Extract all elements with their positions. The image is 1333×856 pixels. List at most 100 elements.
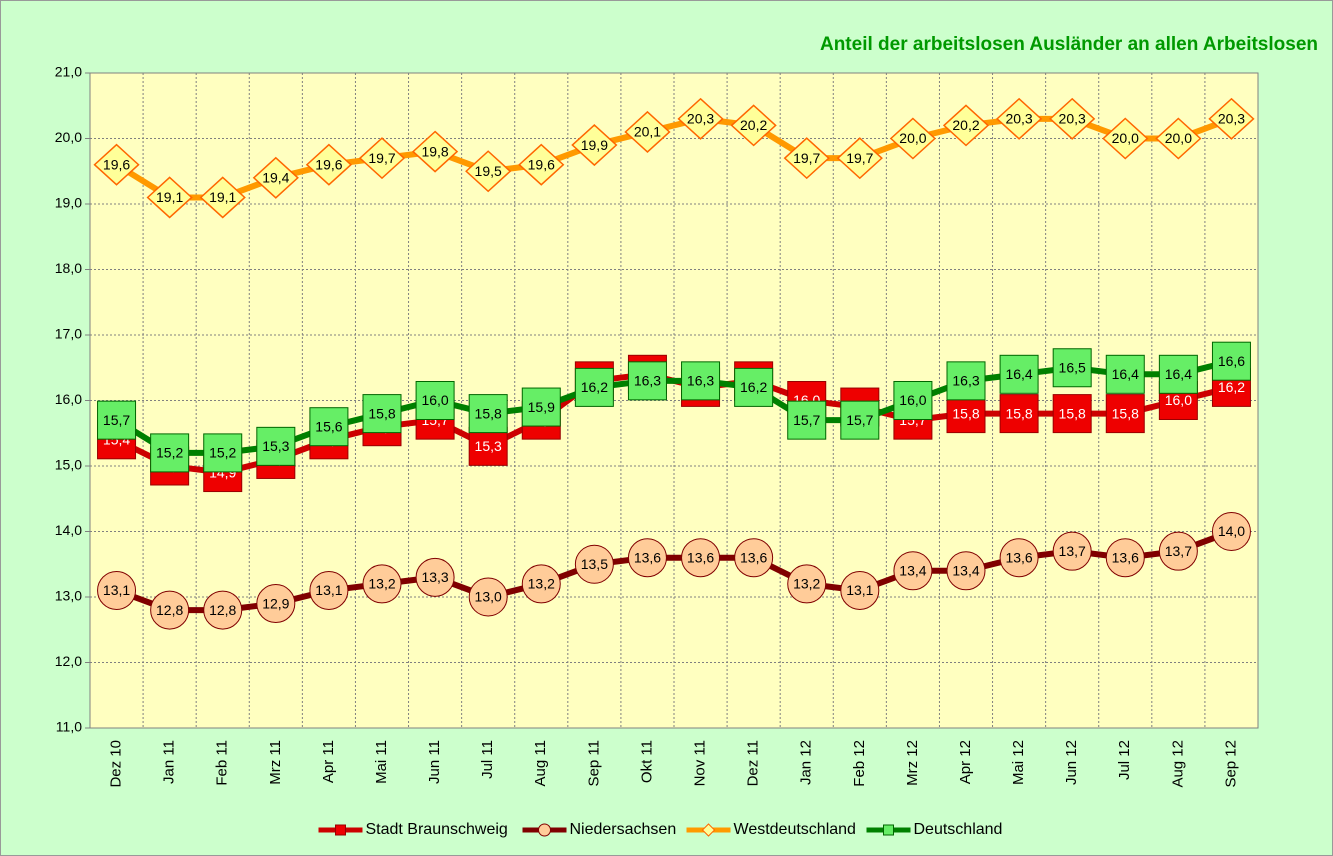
point bbox=[627, 538, 667, 578]
x-tick-label: Sep 12 bbox=[1222, 740, 1239, 788]
data-label: 16,0 bbox=[1165, 392, 1192, 408]
data-label: 13,2 bbox=[793, 576, 820, 592]
legend-label: Westdeutschland bbox=[734, 821, 856, 838]
data-label: 14,0 bbox=[1218, 523, 1245, 539]
x-tick-label: Jul 12 bbox=[1116, 740, 1133, 780]
data-label: 19,6 bbox=[315, 156, 342, 172]
point bbox=[1208, 97, 1255, 140]
point bbox=[1105, 394, 1145, 434]
chart-title: Anteil der arbeitslosen Ausländer an all… bbox=[820, 34, 1318, 55]
series: 13,1 12,8 12,8 12,9 13,1 13,2 13,3 13,0 13,2 13,5… bbox=[97, 512, 1251, 630]
x-tick-label: Aug 12 bbox=[1169, 740, 1186, 788]
point bbox=[893, 381, 933, 420]
point bbox=[1049, 97, 1096, 140]
data-label: 15,8 bbox=[952, 405, 979, 421]
point bbox=[93, 143, 140, 186]
point bbox=[97, 400, 137, 440]
point bbox=[783, 137, 830, 180]
data-label: 15,2 bbox=[156, 445, 183, 461]
data-label: 13,6 bbox=[740, 549, 767, 565]
point bbox=[1211, 512, 1251, 551]
point bbox=[521, 564, 561, 604]
point bbox=[624, 110, 671, 153]
point bbox=[150, 590, 190, 630]
point bbox=[574, 544, 614, 584]
point bbox=[893, 551, 933, 591]
legend-marker bbox=[701, 823, 716, 837]
point bbox=[999, 538, 1039, 578]
data-label: 13,0 bbox=[475, 589, 502, 605]
y-tick-label: 13,0 bbox=[55, 588, 82, 604]
data-label: 16,0 bbox=[899, 392, 926, 408]
series-line bbox=[114, 115, 1233, 201]
data-label: 13,6 bbox=[634, 549, 661, 565]
data-label: 15,8 bbox=[1005, 405, 1032, 421]
data-label: 15,7 bbox=[103, 412, 130, 428]
point bbox=[362, 394, 402, 434]
point bbox=[677, 97, 724, 140]
y-tick-label: 20,0 bbox=[55, 129, 82, 145]
data-label: 19,1 bbox=[156, 189, 183, 205]
point bbox=[734, 367, 774, 407]
point bbox=[468, 577, 508, 617]
point bbox=[730, 104, 777, 147]
legend-marker bbox=[335, 824, 346, 836]
data-label: 15,7 bbox=[846, 412, 873, 428]
data-label: 19,7 bbox=[793, 150, 820, 166]
data-label: 20,0 bbox=[899, 130, 926, 146]
data-label: 20,3 bbox=[1005, 111, 1032, 127]
data-label: 13,2 bbox=[528, 576, 555, 592]
point bbox=[199, 176, 246, 219]
data-label: 12,8 bbox=[209, 602, 236, 618]
data-label: 12,9 bbox=[262, 595, 289, 611]
x-tick-label: Apr 11 bbox=[320, 740, 337, 783]
point bbox=[465, 150, 512, 193]
y-tick-label: 12,0 bbox=[55, 653, 82, 669]
data-label: 15,2 bbox=[209, 445, 236, 461]
point bbox=[942, 104, 990, 147]
x-tick-label: Mrz 11 bbox=[267, 740, 284, 785]
point bbox=[734, 538, 774, 578]
data-label: 15,8 bbox=[1112, 405, 1139, 421]
data-label: 20,2 bbox=[952, 117, 979, 133]
point bbox=[415, 557, 455, 597]
data-label: 16,2 bbox=[581, 379, 608, 395]
data-label: 20,3 bbox=[1059, 111, 1086, 127]
x-tick-label: Dez 10 bbox=[108, 740, 125, 788]
data-label: 13,6 bbox=[1112, 549, 1139, 565]
point bbox=[681, 538, 721, 578]
x-tick-label: Aug 11 bbox=[532, 740, 549, 786]
point bbox=[1105, 354, 1145, 394]
point bbox=[305, 143, 353, 186]
series: 19,6 19,1 19,1 19,4 19,6 19,7 19,8 19,5 19,6 19,9… bbox=[93, 97, 1255, 219]
point bbox=[1158, 531, 1198, 571]
x-tick-label: Feb 11 bbox=[214, 740, 231, 786]
series-line bbox=[115, 528, 1233, 614]
data-label: 13,6 bbox=[1005, 549, 1032, 565]
data-label: 19,6 bbox=[103, 156, 130, 172]
series-line bbox=[114, 358, 1233, 456]
point bbox=[203, 590, 243, 630]
point bbox=[571, 124, 618, 167]
data-label: 19,4 bbox=[262, 170, 289, 186]
data-label: 19,5 bbox=[475, 163, 502, 179]
legend-label: Deutschland bbox=[914, 821, 1003, 838]
x-tick-label: Jan 11 bbox=[161, 740, 178, 784]
data-label: 19,7 bbox=[846, 150, 873, 166]
point bbox=[256, 584, 296, 624]
data-label: 15,6 bbox=[315, 418, 342, 434]
data-label: 13,5 bbox=[581, 556, 608, 572]
data-label: 15,9 bbox=[528, 399, 555, 415]
point bbox=[1052, 348, 1092, 388]
point bbox=[836, 137, 883, 180]
data-label: 13,7 bbox=[1165, 543, 1192, 559]
data-label: 20,0 bbox=[1112, 130, 1139, 146]
x-tick-label: Sep 11 bbox=[585, 740, 602, 786]
data-label: 16,0 bbox=[421, 392, 448, 408]
y-tick-label: 16,0 bbox=[55, 391, 82, 407]
y-tick-label: 21,0 bbox=[55, 64, 82, 80]
point bbox=[97, 570, 137, 610]
data-label: 13,1 bbox=[315, 582, 342, 598]
data-label: 13,4 bbox=[899, 563, 926, 579]
